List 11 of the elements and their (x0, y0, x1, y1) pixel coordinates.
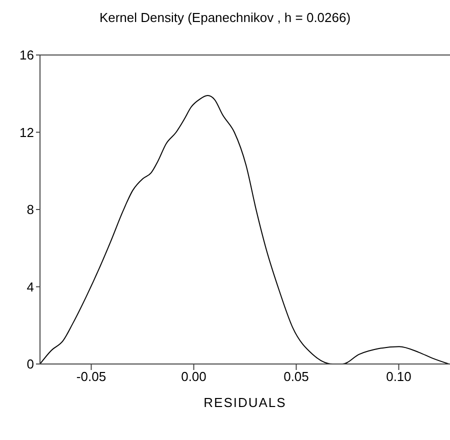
x-tick-label: 0.00 (181, 369, 206, 384)
y-tick-label: 16 (20, 48, 34, 63)
x-axis-title: RESIDUALS (202, 395, 288, 410)
x-tick-label: 0.10 (386, 369, 412, 384)
y-tick-label: 8 (26, 202, 34, 218)
chart-title: Kernel Density (Epanechnikov , h = 0.0266) (98, 10, 352, 25)
y-tick-label: 12 (20, 124, 34, 140)
y-tick-label: 4 (26, 279, 34, 294)
x-tick-label: 0.05 (284, 369, 309, 384)
x-tick-label: -0.05 (76, 369, 106, 384)
y-tick-label: 0 (26, 356, 34, 372)
